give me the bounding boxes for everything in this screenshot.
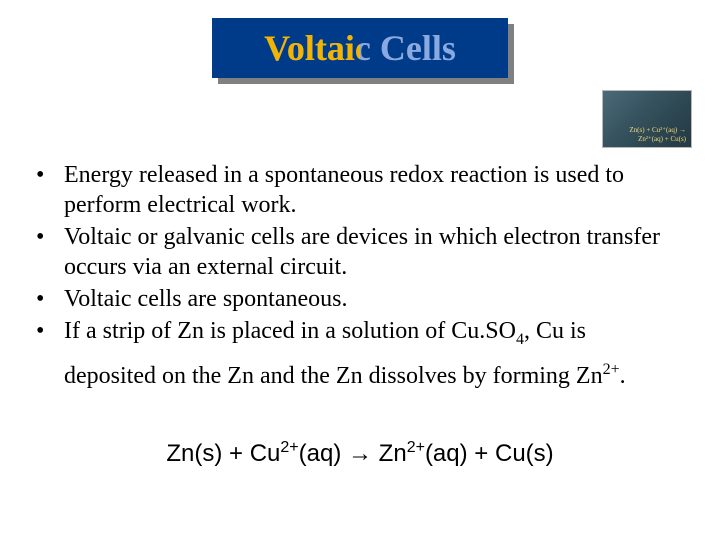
eq-lhs2-base: Cu [250, 440, 281, 467]
title-container: Voltaic Cells Voltaic Cells [212, 18, 508, 78]
bullet-marker: • [34, 316, 64, 346]
eq-lhs1: Zn(s) [166, 440, 222, 467]
slide-title: Voltaic Cells Voltaic Cells [264, 27, 456, 69]
eq-lhs2-state: (aq) [299, 440, 342, 467]
thumb-line-2: Zn²⁺(aq) + Cu(s) [638, 135, 686, 143]
thumb-line-1: Zn(s) + Cu²⁺(aq) → [629, 126, 686, 134]
bullet-text: Voltaic cells are spontaneous. [64, 284, 347, 314]
bullet-text: Voltaic or galvanic cells are devices in… [64, 222, 674, 282]
reaction-equation: Zn(s) + Cu2+(aq) → Zn2+(aq) + Cu(s) [0, 439, 720, 468]
list-item: • Voltaic or galvanic cells are devices … [34, 222, 674, 282]
eq-lhs2-charge: 2+ [280, 439, 298, 456]
eq-rhs1-base: Zn [379, 440, 407, 467]
bullet-text: If a strip of Zn is placed in a solution… [64, 316, 674, 391]
list-item: • Energy released in a spontaneous redox… [34, 160, 674, 220]
bullet-marker: • [34, 160, 64, 190]
eq-rhs1-charge: 2+ [407, 439, 425, 456]
bullet-text: Energy released in a spontaneous redox r… [64, 160, 674, 220]
reaction-thumbnail: Zn(s) + Cu²⁺(aq) → Zn²⁺(aq) + Cu(s) [602, 90, 692, 148]
bullet-marker: • [34, 222, 64, 252]
title-box: Voltaic Cells Voltaic Cells [212, 18, 508, 78]
eq-rhs2: Cu(s) [495, 440, 554, 467]
eq-arrow: → [348, 440, 372, 467]
list-item: • Voltaic cells are spontaneous. [34, 284, 674, 314]
bullet-marker: • [34, 284, 64, 314]
bullet-list: • Energy released in a spontaneous redox… [34, 160, 674, 393]
eq-rhs1-state: (aq) [425, 440, 468, 467]
list-item: • If a strip of Zn is placed in a soluti… [34, 316, 674, 391]
